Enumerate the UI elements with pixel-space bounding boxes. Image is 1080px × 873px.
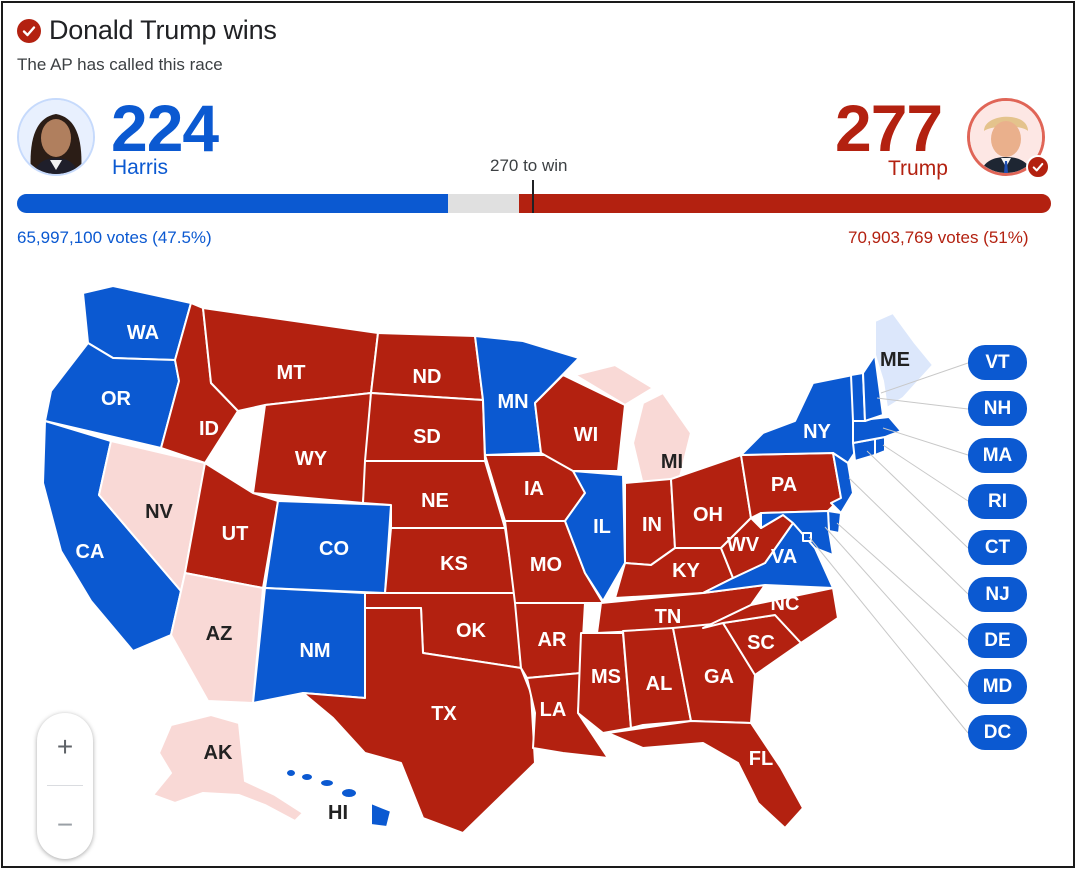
pill-DE[interactable]: DE bbox=[968, 623, 1027, 658]
harris-popular-vote: 65,997,100 votes (47.5%) bbox=[17, 228, 212, 247]
state-WI[interactable] bbox=[534, 374, 626, 472]
label-WY: WY bbox=[295, 448, 328, 470]
state-NY[interactable] bbox=[740, 374, 862, 464]
label-SC: SC bbox=[747, 632, 775, 654]
label-WV: WV bbox=[727, 534, 760, 556]
state-AK[interactable] bbox=[152, 714, 304, 822]
label-KY: KY bbox=[672, 560, 700, 582]
pill-NH[interactable]: NH bbox=[968, 391, 1027, 426]
trump-name: Trump bbox=[888, 157, 948, 180]
label-AL: AL bbox=[646, 673, 673, 695]
harris-avatar bbox=[17, 98, 95, 176]
label-ID: ID bbox=[199, 418, 219, 440]
electoral-vote-bar bbox=[17, 194, 1051, 213]
state-HI[interactable] bbox=[285, 768, 392, 828]
state-MS[interactable] bbox=[577, 632, 632, 734]
pill-CT[interactable]: CT bbox=[968, 530, 1027, 565]
label-VA: VA bbox=[771, 546, 797, 568]
label-IL: IL bbox=[593, 516, 611, 538]
label-NC: NC bbox=[771, 593, 800, 615]
label-WA: WA bbox=[127, 322, 159, 344]
trump-electoral-votes: 277 bbox=[835, 91, 943, 165]
race-called-note: The AP has called this race bbox=[17, 55, 223, 74]
harris-electoral-votes: 224 bbox=[111, 91, 219, 165]
winner-check-icon bbox=[17, 18, 41, 43]
label-GA: GA bbox=[704, 666, 734, 688]
zoom-in-button[interactable]: + bbox=[56, 731, 74, 762]
trump-popular-vote: 70,903,769 votes (51%) bbox=[848, 228, 1029, 247]
state-FL[interactable] bbox=[607, 720, 804, 829]
state-TX[interactable] bbox=[302, 607, 536, 834]
state-NC[interactable] bbox=[702, 587, 839, 644]
state-DC[interactable] bbox=[802, 532, 812, 542]
us-electoral-map: WA OR CA NV ID MT WY UT AZ CO NM ND SD N… bbox=[42, 285, 969, 834]
pill-MA[interactable]: MA bbox=[968, 438, 1027, 473]
headline: Donald Trump wins bbox=[49, 15, 277, 45]
label-OR: OR bbox=[101, 388, 132, 410]
label-WI: WI bbox=[574, 424, 598, 446]
state-ME[interactable] bbox=[874, 312, 934, 409]
pill-NJ[interactable]: NJ bbox=[968, 577, 1027, 612]
threshold-label: 270 to win bbox=[490, 156, 568, 175]
label-AR: AR bbox=[538, 629, 567, 651]
zoom-control: + − bbox=[37, 713, 93, 859]
label-KS: KS bbox=[440, 553, 468, 575]
label-TX: TX bbox=[431, 703, 457, 725]
label-MN: MN bbox=[497, 391, 528, 413]
pill-MD[interactable]: MD bbox=[968, 669, 1027, 704]
threshold-marker bbox=[532, 180, 534, 213]
small-state-leader-lines bbox=[808, 362, 969, 734]
label-IA: IA bbox=[524, 478, 544, 500]
label-MT: MT bbox=[277, 362, 306, 384]
zoom-out-button[interactable]: − bbox=[56, 809, 74, 840]
state-IL[interactable] bbox=[564, 470, 626, 602]
label-AZ: AZ bbox=[206, 623, 233, 645]
label-UT: UT bbox=[222, 523, 249, 545]
pill-RI[interactable]: RI bbox=[968, 484, 1027, 519]
label-NE: NE bbox=[421, 490, 449, 512]
label-OK: OK bbox=[456, 620, 487, 642]
state-AL[interactable] bbox=[622, 627, 692, 729]
label-ND: ND bbox=[413, 366, 442, 388]
state-AZ[interactable] bbox=[170, 572, 264, 704]
label-MS: MS bbox=[591, 666, 621, 688]
pill-VT[interactable]: VT bbox=[968, 345, 1027, 380]
trump-winner-check-icon bbox=[1026, 155, 1050, 179]
zoom-divider bbox=[47, 785, 83, 786]
label-OH: OH bbox=[693, 504, 723, 526]
label-LA: LA bbox=[540, 699, 567, 721]
label-MO: MO bbox=[530, 554, 562, 576]
label-MI: MI bbox=[661, 451, 683, 473]
label-ME: ME bbox=[880, 349, 910, 371]
label-PA: PA bbox=[771, 474, 797, 496]
label-IN: IN bbox=[642, 514, 662, 536]
label-NV: NV bbox=[145, 501, 173, 523]
state-NH[interactable] bbox=[862, 354, 884, 422]
result-header: Donald Trump wins bbox=[17, 15, 277, 46]
label-CO: CO bbox=[319, 538, 349, 560]
harris-name: Harris bbox=[112, 156, 168, 179]
label-SD: SD bbox=[413, 426, 441, 448]
trump-avatar bbox=[967, 98, 1045, 176]
pill-DC[interactable]: DC bbox=[968, 715, 1027, 750]
label-CA: CA bbox=[76, 541, 105, 563]
state-RI[interactable] bbox=[874, 436, 886, 456]
label-FL: FL bbox=[749, 748, 773, 770]
trump-bar-segment bbox=[519, 194, 1051, 213]
label-HI: HI bbox=[328, 802, 348, 824]
label-TN: TN bbox=[655, 606, 682, 628]
state-MA[interactable] bbox=[852, 416, 902, 444]
label-NM: NM bbox=[299, 640, 330, 662]
label-NY: NY bbox=[803, 421, 831, 443]
state-DE[interactable] bbox=[827, 510, 842, 534]
label-AK: AK bbox=[204, 742, 233, 764]
harris-bar-segment bbox=[17, 194, 448, 213]
